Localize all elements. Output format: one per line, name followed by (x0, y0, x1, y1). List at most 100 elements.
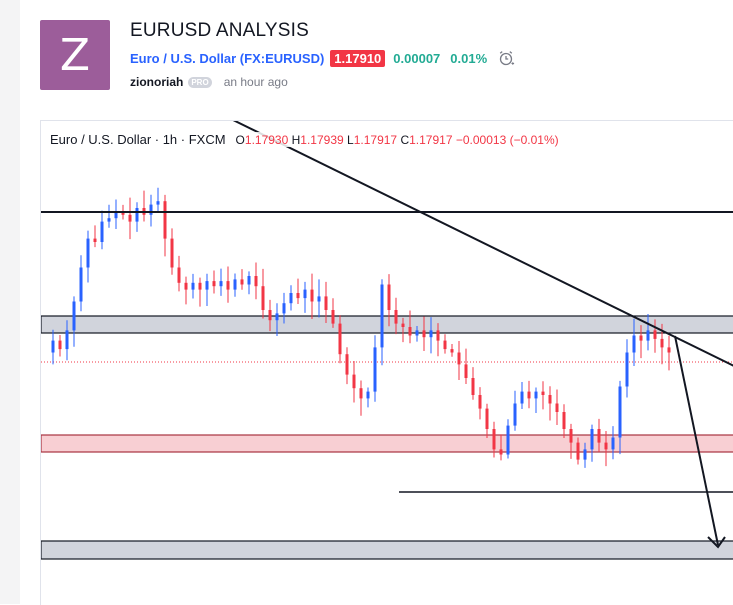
candle (387, 284, 391, 310)
chart-canvas[interactable] (41, 121, 733, 605)
candle (555, 403, 559, 412)
candle (240, 279, 244, 285)
candle (583, 449, 587, 460)
price-change: 0.00007 (393, 50, 441, 66)
candle (499, 449, 503, 455)
candle (471, 378, 475, 395)
candle (660, 338, 664, 348)
chart-legend: Euro / U.S. Dollar · 1h · FXCM O1.17930 … (50, 132, 563, 147)
candle (317, 296, 321, 302)
author-name[interactable]: zionoriah (130, 75, 184, 89)
candle (156, 201, 160, 205)
candle (632, 335, 636, 353)
arrow-head-icon (707, 536, 726, 549)
candle (198, 282, 202, 290)
candle (625, 352, 629, 387)
candle (247, 276, 251, 285)
candle (590, 429, 594, 450)
idea-title: EURUSD ANALYSIS (130, 20, 309, 41)
candle (506, 425, 510, 455)
candle (58, 340, 62, 350)
candle (450, 349, 454, 353)
candle (380, 284, 384, 348)
chart-area[interactable]: Euro / U.S. Dollar · 1h · FXCM O1.17930 … (40, 120, 733, 605)
candle (79, 267, 83, 302)
candle (443, 340, 447, 350)
alarm-clock-icon[interactable] (497, 49, 515, 67)
candle (219, 281, 223, 287)
candle (191, 282, 195, 290)
pro-badge: PRO (188, 76, 212, 88)
candle (429, 330, 433, 338)
candle (345, 354, 349, 375)
candle (163, 201, 167, 239)
candle (639, 335, 643, 341)
published-time: an hour ago (223, 75, 288, 89)
candle (51, 340, 55, 353)
zone-gray-upper (41, 315, 733, 334)
candle (324, 296, 328, 310)
candle (128, 214, 132, 222)
candle (254, 276, 258, 287)
descending-trendline[interactable] (229, 121, 733, 367)
candle (373, 347, 377, 392)
candle (135, 208, 139, 222)
legend-ohlc: O1.17930 H1.17939 L1.17917 C1.17917 −0.0… (235, 133, 559, 147)
candle (492, 429, 496, 450)
symbol-link[interactable]: Euro / U.S. Dollar (FX:EURUSD) (130, 50, 325, 66)
candle (72, 301, 76, 331)
projection-line[interactable] (674, 335, 719, 546)
candle (177, 267, 181, 283)
candle (457, 352, 461, 365)
candle (261, 286, 265, 310)
candle (93, 238, 97, 242)
candle (296, 293, 300, 299)
candle (569, 429, 573, 443)
candle (352, 374, 356, 389)
legend-change: −0.00013 (−0.01%) (455, 133, 559, 147)
candle (170, 238, 174, 268)
candle (576, 442, 580, 460)
candle (100, 221, 104, 242)
candle (394, 310, 398, 324)
candle (408, 327, 412, 336)
candle (422, 330, 426, 338)
candle (604, 442, 608, 450)
candle (611, 437, 615, 450)
candle (534, 391, 538, 399)
candle (268, 310, 272, 321)
candle (184, 282, 188, 290)
candle (366, 391, 370, 399)
candle (338, 323, 342, 355)
candle (464, 364, 468, 378)
candle (275, 313, 279, 321)
candle (289, 293, 293, 304)
candle (282, 303, 286, 314)
candle (226, 281, 230, 290)
candle (149, 204, 153, 215)
candle (562, 412, 566, 429)
candle (548, 395, 552, 404)
legend-low: 1.17917 (353, 133, 398, 147)
candle (527, 391, 531, 399)
price-badge: 1.17910 (330, 49, 386, 67)
candle (65, 330, 69, 350)
symbol-row: Euro / U.S. Dollar (FX:EURUSD) 1.17910 0… (130, 49, 515, 67)
candle (121, 211, 125, 215)
candle (597, 429, 601, 443)
legend-close: 1.17917 (409, 133, 453, 147)
candles-group (51, 187, 671, 468)
candle (646, 330, 650, 341)
candle (478, 395, 482, 409)
candle (541, 391, 545, 395)
candle (618, 386, 622, 438)
candle (212, 281, 216, 287)
author-avatar[interactable]: Z (40, 20, 110, 90)
candle (653, 330, 657, 339)
candle (205, 281, 209, 290)
legend-symbol: Euro / U.S. Dollar · 1h · FXCM (50, 132, 226, 147)
candle (310, 289, 314, 302)
candle (667, 347, 671, 353)
candle (359, 388, 363, 399)
price-change-percent: 0.01% (450, 50, 488, 66)
